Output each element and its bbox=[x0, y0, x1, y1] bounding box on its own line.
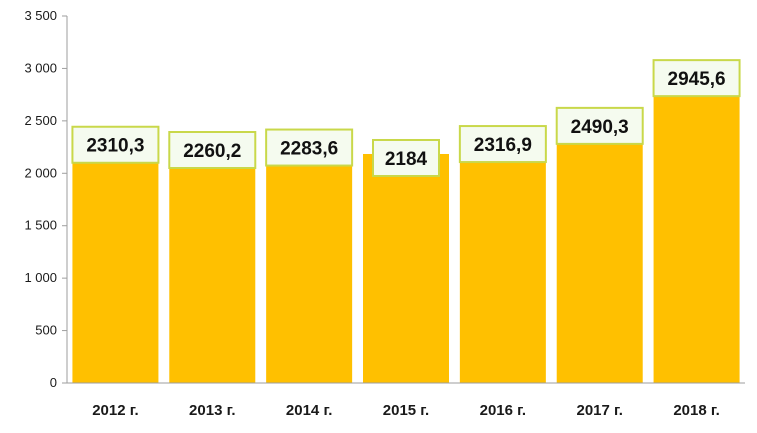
y-tick-label: 3 000 bbox=[24, 60, 57, 75]
data-label: 2310,3 bbox=[86, 136, 144, 157]
data-label-box bbox=[168, 131, 257, 170]
y-tick-label: 1 500 bbox=[24, 218, 57, 233]
x-tick-label: 2014 г. bbox=[286, 402, 332, 419]
data-label-box bbox=[71, 125, 160, 164]
y-axis: 0 500 1 000 1 500 2 000 2 500 3 000 3 500 bbox=[24, 8, 68, 390]
value-labels: 2310,3 2260,2 2283,6 2184 2316,9 2490,3 2945,6 bbox=[71, 59, 741, 177]
data-label-box bbox=[652, 59, 741, 98]
data-label: 2260,2 bbox=[183, 141, 241, 162]
data-label: 2283,6 bbox=[280, 139, 338, 160]
bar bbox=[653, 74, 740, 383]
data-label-box bbox=[458, 125, 547, 164]
bar bbox=[459, 140, 546, 383]
x-tick-label: 2016 г. bbox=[480, 402, 526, 419]
y-tick-label: 2 500 bbox=[24, 113, 57, 128]
data-label-box bbox=[372, 138, 440, 177]
data-label: 2316,9 bbox=[474, 135, 532, 156]
bar bbox=[363, 153, 449, 383]
bar bbox=[169, 146, 256, 383]
x-axis: 2012 г. 2013 г. 2014 г. 2015 г. 2016 г. 2017 … bbox=[67, 382, 745, 419]
x-tick-label: 2017 г. bbox=[576, 402, 622, 419]
y-tick-label: 3 500 bbox=[24, 8, 57, 23]
bars bbox=[72, 74, 740, 383]
bar bbox=[556, 121, 643, 383]
bar bbox=[72, 140, 159, 383]
y-tick-label: 2 000 bbox=[24, 165, 57, 180]
data-label: 2184 bbox=[385, 149, 428, 170]
y-tick-label: 1 000 bbox=[24, 270, 57, 285]
data-label-box bbox=[555, 106, 644, 145]
bar bbox=[266, 143, 353, 383]
data-label: 2945,6 bbox=[668, 69, 726, 90]
data-label-box bbox=[265, 128, 354, 167]
x-tick-label: 2012 г. bbox=[92, 402, 138, 419]
y-tick-label: 0 bbox=[50, 375, 57, 390]
x-tick-label: 2018 г. bbox=[673, 402, 719, 419]
y-tick-label: 500 bbox=[35, 323, 57, 338]
data-label: 2490,3 bbox=[571, 117, 629, 138]
x-tick-label: 2015 г. bbox=[383, 402, 429, 419]
x-tick-label: 2013 г. bbox=[189, 402, 235, 419]
